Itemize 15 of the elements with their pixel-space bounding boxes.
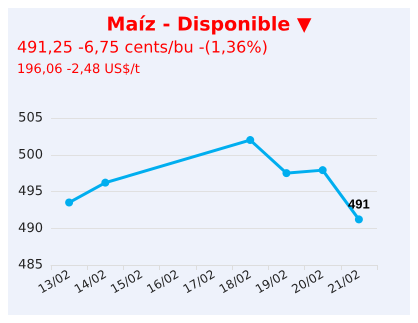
- point: [101, 178, 110, 187]
- y-tick-label: 505: [18, 110, 43, 126]
- chart-title: Maíz - Disponible ▼: [106, 14, 312, 36]
- y-tick-label: 500: [18, 147, 43, 162]
- y-tick-label: 490: [18, 220, 43, 236]
- y-tick-label: 495: [18, 184, 43, 199]
- chart-subtitle: 491,25 -6,75 cents/bu -(1,36%): [17, 38, 268, 56]
- point: [65, 198, 74, 207]
- text: 196,06 -2,48 US$/t: [17, 62, 140, 77]
- point: [354, 215, 363, 224]
- y-tick-label: 485: [18, 258, 43, 272]
- point: [246, 136, 254, 144]
- data-label: 491: [348, 196, 370, 212]
- point: [282, 169, 290, 178]
- point: [318, 166, 327, 174]
